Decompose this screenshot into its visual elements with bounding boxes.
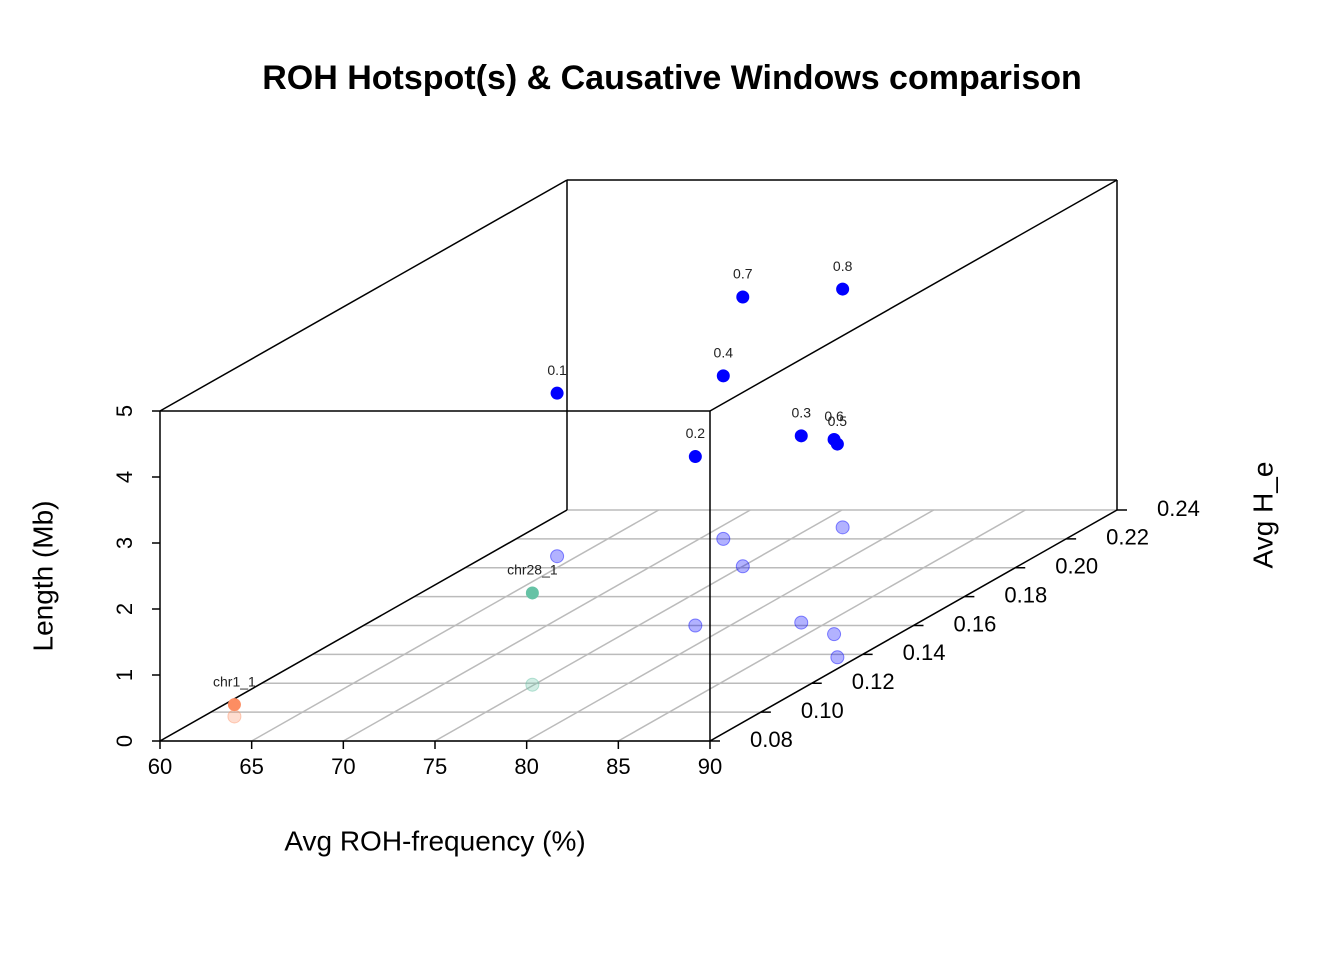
point-label: 0.1 (547, 362, 567, 378)
y-tick-label: 0.08 (750, 727, 793, 752)
point-shadow (525, 677, 540, 692)
z-tick-label: 0 (112, 735, 137, 747)
z-tick-label: 1 (112, 669, 137, 681)
z-tick-label: 5 (112, 405, 137, 417)
x-tick-label: 90 (698, 754, 722, 779)
chart-title: ROH Hotspot(s) & Causative Windows compa… (262, 59, 1082, 97)
y-tick-label: 0.20 (1055, 554, 1098, 579)
point (688, 450, 702, 464)
grid-line (434, 509, 843, 742)
x-tick-label: 60 (148, 754, 172, 779)
box-edge (159, 509, 568, 742)
point-shadow (735, 559, 750, 574)
x-tick-label: 85 (606, 754, 630, 779)
point-label: 0.4 (714, 345, 734, 361)
point (736, 290, 750, 304)
x-tick-label: 75 (423, 754, 447, 779)
point-shadow (550, 549, 565, 564)
point-shadow (688, 618, 703, 633)
z-tick-label: 4 (112, 471, 137, 483)
point-label: 0.2 (686, 425, 706, 441)
point (716, 369, 730, 383)
point-label: 0.6 (824, 408, 844, 424)
point-shadow (716, 531, 731, 546)
grid-line (342, 509, 751, 742)
grid-line (251, 509, 660, 742)
point (827, 432, 841, 446)
point-label: chr1_1 (213, 673, 256, 689)
z-tick-label: 2 (112, 603, 137, 615)
x-axis-label: Avg ROH-frequency (%) (284, 825, 585, 856)
point-label: 0.8 (833, 258, 853, 274)
point-label: chr28_1 (507, 562, 558, 578)
grid-line (526, 509, 935, 742)
y-axis-label: Avg H_e (1247, 462, 1278, 569)
point-shadow (794, 615, 809, 630)
z-tick-label: 3 (112, 537, 137, 549)
point (227, 698, 241, 712)
point (525, 586, 539, 600)
y-tick-label: 0.22 (1106, 525, 1149, 550)
x-tick-label: 65 (239, 754, 263, 779)
y-tick-label: 0.24 (1157, 496, 1200, 521)
y-tick-label: 0.10 (801, 698, 844, 723)
box-edge (159, 179, 568, 412)
point-label: 0.7 (733, 266, 753, 282)
point-label: 0.5 (828, 413, 848, 429)
x-tick-label: 80 (514, 754, 538, 779)
y-tick-label: 0.16 (954, 611, 997, 636)
y-tick-label: 0.18 (1004, 582, 1047, 607)
point-shadow (835, 520, 850, 535)
z-axis-label: Length (Mb) (27, 501, 58, 652)
point (550, 386, 564, 400)
y-tick-label: 0.14 (903, 640, 946, 665)
point-shadow (827, 627, 842, 642)
point (794, 429, 808, 443)
point-shadow (830, 650, 845, 665)
point-shadow (227, 709, 242, 724)
y-tick-label: 0.12 (852, 669, 895, 694)
point-label: 0.3 (792, 405, 812, 421)
point (836, 282, 850, 296)
grid-line (617, 509, 1026, 742)
x-tick-label: 70 (331, 754, 355, 779)
box-edge (709, 179, 1118, 412)
